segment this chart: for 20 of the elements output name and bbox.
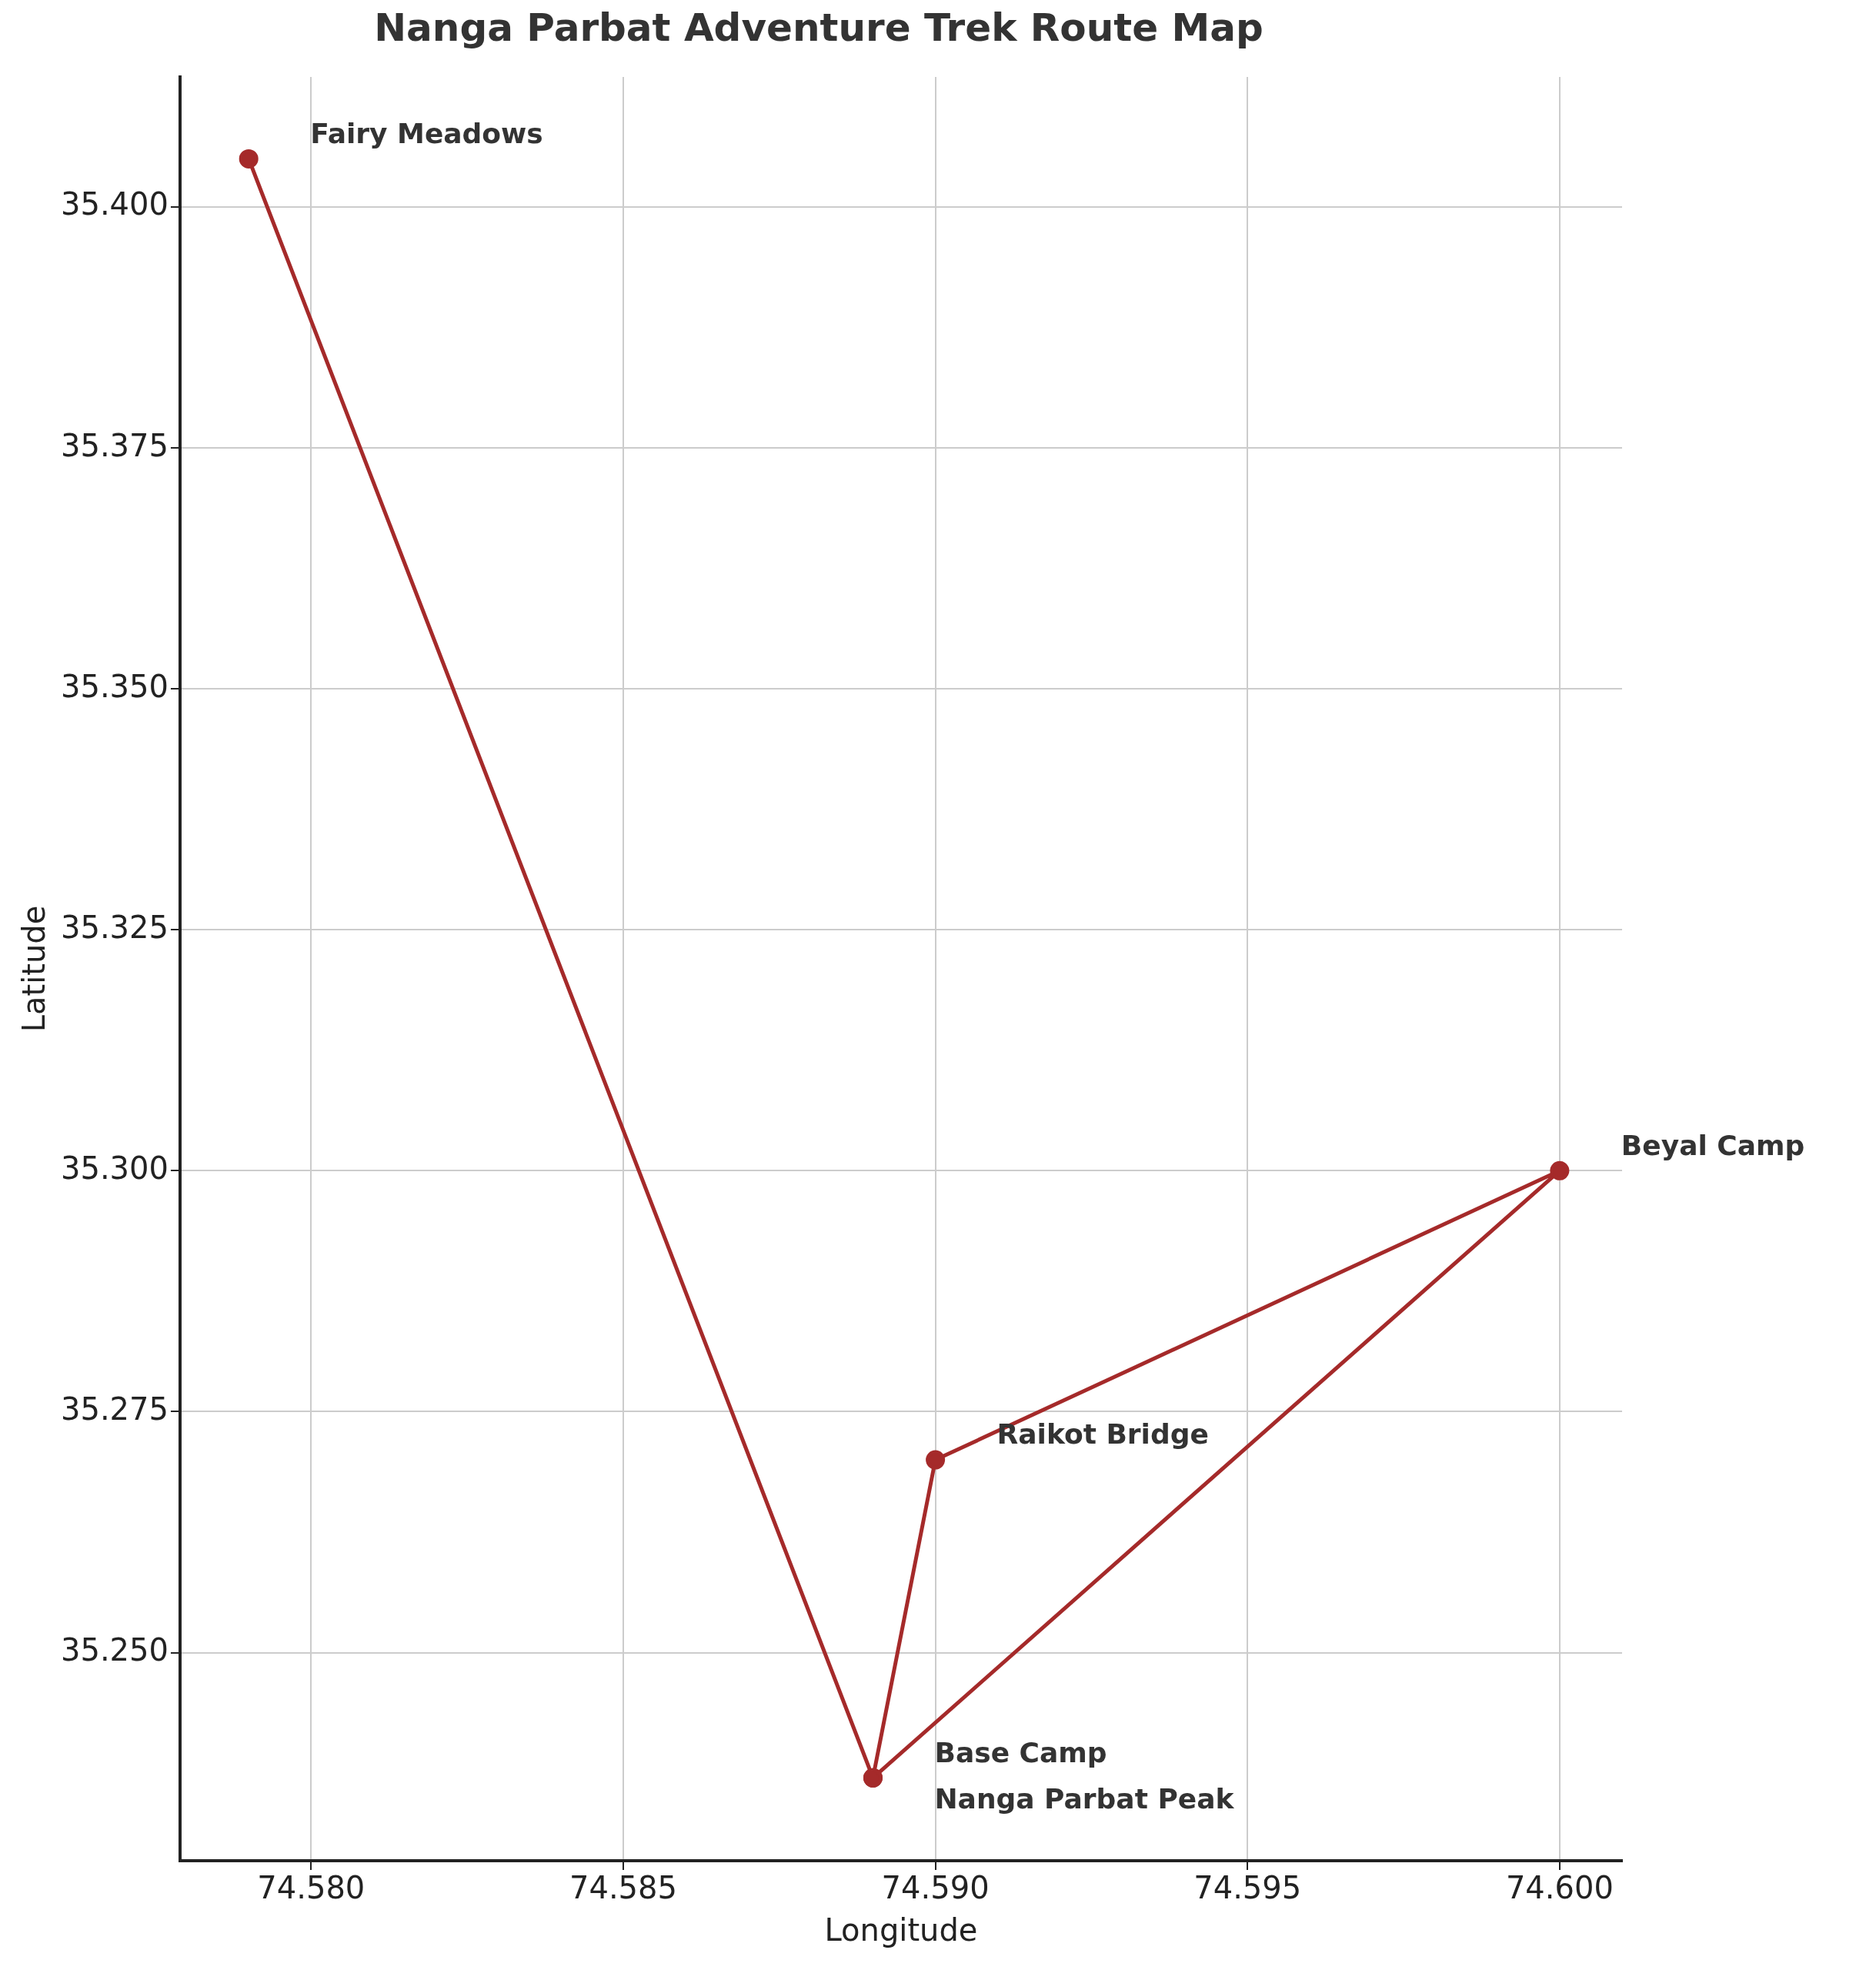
y-tick-label: 35.300 [60, 1150, 169, 1186]
annotation: Base Camp [934, 1736, 1107, 1768]
y-tick-label: 35.250 [60, 1631, 169, 1668]
annotation: Nanga Parbat Peak [934, 1782, 1235, 1815]
x-tick-label: 74.600 [1505, 1870, 1614, 1906]
y-tick-label: 35.275 [60, 1391, 169, 1427]
x-tick-label: 74.585 [569, 1870, 677, 1906]
x-axis-title: Longitude [824, 1912, 978, 1948]
annotation: Beyal Camp [1621, 1129, 1805, 1161]
y-tick-label: 35.325 [60, 909, 169, 945]
y-axis-title: Latitude [16, 905, 52, 1033]
chart-title: Nanga Parbat Adventure Trek Route Map [374, 5, 1263, 50]
y-tick-label: 35.400 [60, 186, 169, 222]
x-tick-label: 74.590 [881, 1870, 990, 1906]
annotation: Raikot Bridge [996, 1418, 1209, 1451]
x-tick-label: 74.580 [257, 1870, 366, 1906]
y-tick-label: 35.350 [60, 668, 169, 704]
annotation: Fairy Meadows [310, 117, 543, 149]
y-tick-label: 35.375 [60, 427, 169, 463]
x-tick-label: 74.595 [1193, 1870, 1302, 1906]
